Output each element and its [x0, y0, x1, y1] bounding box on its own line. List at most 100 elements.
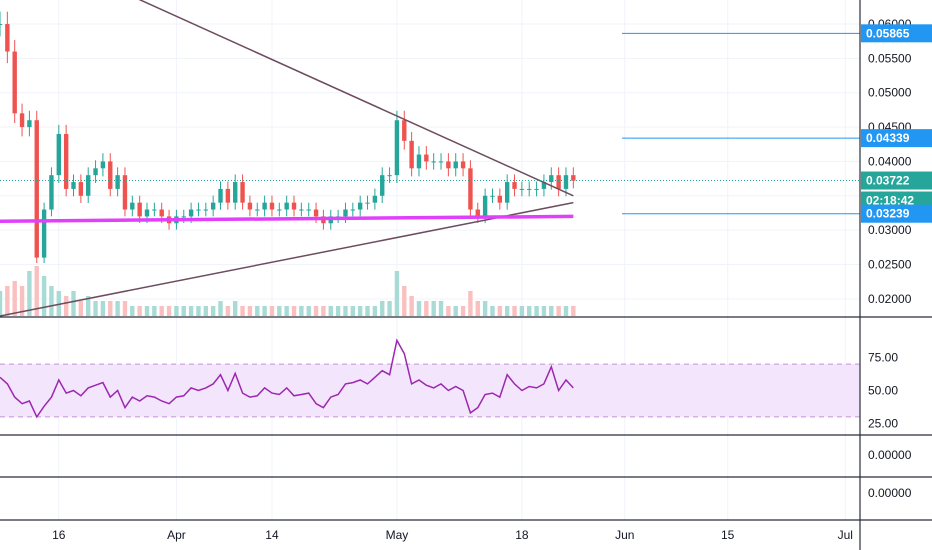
time-tick-label: Apr — [167, 528, 186, 542]
volume-bar — [225, 306, 231, 316]
candle-body — [563, 175, 569, 189]
volume-bar — [269, 306, 275, 316]
candle-body — [556, 175, 561, 189]
volume-bar — [100, 301, 106, 316]
candle-body — [93, 168, 98, 176]
volume-bar — [299, 306, 304, 316]
volume-bar — [357, 306, 363, 316]
candle-body — [49, 175, 54, 210]
candle-body — [203, 209, 209, 211]
volume-bar — [365, 306, 370, 316]
rsi-tick-label: 75.00 — [868, 351, 898, 365]
candle-body — [468, 168, 473, 210]
price-tick-label: 0.03000 — [868, 223, 912, 237]
candle-body — [291, 202, 297, 210]
indicator-tick-label: 0.00000 — [868, 486, 912, 500]
volume-bar — [504, 306, 510, 316]
horizontal-support-line — [0, 214, 574, 223]
time-axis[interactable]: 16 Apr 14 May 18 Jun 15 Jul — [52, 528, 853, 542]
volume-bar — [438, 301, 444, 316]
candle-body — [431, 161, 436, 163]
time-tick-label: 16 — [52, 528, 66, 542]
volume-bar — [27, 271, 32, 316]
candle-body — [350, 209, 356, 211]
price-badge-label: 02:18:42 — [866, 194, 914, 208]
candle-body — [504, 182, 510, 203]
time-tick-label: 14 — [265, 528, 279, 542]
candle-body — [19, 113, 25, 128]
candle-body — [56, 133, 62, 176]
candle-body — [541, 182, 547, 189]
price-tick-label: 0.02500 — [868, 257, 912, 271]
rsi-band — [0, 364, 860, 417]
candle-body — [299, 209, 304, 211]
candle-body — [240, 182, 245, 203]
candle-body — [137, 202, 142, 217]
price-badge-label: 0.05865 — [866, 26, 910, 40]
candle-body — [188, 209, 194, 217]
volume-bar — [482, 301, 488, 316]
volume-bar — [12, 281, 17, 316]
candle-body — [108, 161, 113, 189]
volume-bar — [78, 301, 84, 316]
candle-body — [482, 195, 488, 217]
volume-bar — [313, 306, 319, 316]
volume-bar — [343, 306, 348, 316]
price-badge — [861, 24, 932, 43]
volume-bar — [431, 301, 436, 316]
candle-body — [181, 216, 186, 218]
candle-body — [122, 175, 128, 210]
volume-bar — [527, 306, 532, 316]
volume-bar — [446, 306, 451, 316]
candle-body — [255, 209, 260, 211]
candle-body — [424, 154, 429, 162]
volume-bar — [210, 306, 216, 316]
candle-body — [262, 202, 267, 210]
candle-body — [100, 161, 106, 169]
volume-bar — [240, 306, 245, 316]
volume-bar — [5, 286, 10, 316]
volume-bar — [416, 301, 422, 316]
volume-bar — [321, 306, 326, 316]
volume-bar — [409, 296, 414, 316]
candle-body — [269, 202, 275, 210]
candle-body — [247, 202, 253, 210]
volume-bar — [306, 306, 311, 316]
volume-bar — [137, 306, 142, 316]
volume-bar — [372, 306, 378, 316]
candle-body — [0, 24, 3, 26]
volume-bar — [247, 306, 253, 316]
candle-body — [152, 209, 157, 211]
candle-body — [196, 209, 201, 211]
volume-bar — [108, 301, 113, 316]
time-tick-label: 15 — [721, 528, 735, 542]
candle-body — [78, 182, 84, 196]
candle-body — [115, 175, 120, 189]
volume-bar — [328, 306, 333, 316]
time-tick-label: Jun — [615, 528, 634, 542]
price-axis[interactable]: 0.060000.055000.050000.045000.040000.035… — [868, 17, 912, 500]
volume-bar — [19, 286, 25, 316]
price-panel[interactable] — [0, 0, 860, 317]
candle-body — [71, 182, 76, 189]
volume-bar — [563, 306, 569, 316]
volume-bar — [181, 306, 186, 316]
volume-bar — [460, 306, 466, 316]
volume-bar — [152, 306, 157, 316]
price-badge — [861, 171, 932, 190]
volume-bar — [86, 296, 91, 316]
candle-body — [416, 154, 422, 169]
time-tick-label: May — [386, 528, 409, 542]
candle-body — [357, 202, 363, 210]
price-tick-label: 0.05500 — [868, 51, 912, 65]
price-tick-label: 0.02000 — [868, 292, 912, 306]
volume-bar — [218, 301, 223, 316]
price-tick-label: 0.05000 — [868, 86, 912, 100]
volume-bar — [174, 306, 179, 316]
candle-body — [284, 202, 289, 210]
volume-bar — [475, 301, 480, 316]
candle-body — [218, 188, 223, 203]
rsi-panel[interactable] — [0, 338, 860, 419]
